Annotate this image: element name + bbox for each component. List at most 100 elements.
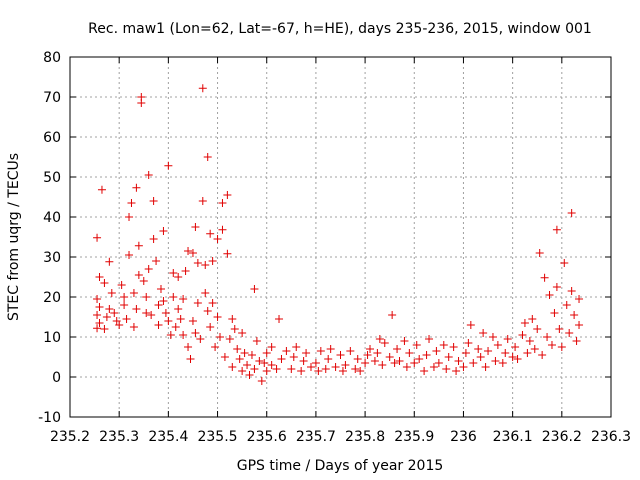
- data-point-marker: [267, 361, 276, 369]
- data-point-marker: [311, 359, 320, 367]
- data-point-marker: [302, 349, 311, 357]
- data-point-marker: [560, 259, 569, 267]
- data-point-marker: [287, 365, 296, 373]
- data-point-marker: [262, 349, 271, 357]
- y-tick-label: 80: [43, 50, 61, 66]
- data-point-marker: [252, 337, 261, 345]
- x-tick-label: 236.2: [542, 429, 582, 445]
- data-point-marker: [442, 365, 451, 373]
- data-point-marker: [378, 361, 387, 369]
- data-point-marker: [122, 315, 131, 323]
- data-point-marker: [247, 351, 256, 359]
- data-point-marker: [129, 323, 138, 331]
- x-axis-label: GPS time / Days of year 2015: [237, 458, 444, 474]
- data-point-marker: [336, 351, 345, 359]
- data-point-marker: [100, 325, 109, 333]
- data-point-marker: [117, 281, 126, 289]
- data-point-marker: [547, 341, 556, 349]
- plot-frame: [69, 56, 612, 418]
- data-point-marker: [395, 357, 404, 365]
- data-point-marker: [93, 311, 102, 319]
- data-point-marker: [144, 171, 153, 179]
- data-point-marker: [120, 293, 129, 301]
- data-point-marker: [95, 303, 104, 311]
- data-point-marker: [316, 347, 325, 355]
- data-point-marker: [188, 249, 197, 257]
- data-point-marker: [142, 293, 151, 301]
- data-point-marker: [137, 99, 146, 107]
- data-point-marker: [245, 371, 254, 379]
- data-point-marker: [570, 311, 579, 319]
- data-point-marker: [220, 353, 229, 361]
- x-tick-label: 235.9: [394, 429, 434, 445]
- data-point-marker: [120, 301, 129, 309]
- data-point-marker: [233, 345, 242, 353]
- data-point-marker: [223, 249, 232, 258]
- data-point-marker: [186, 355, 195, 363]
- x-tick-label: 235.4: [148, 429, 188, 445]
- data-point-marker: [213, 313, 222, 321]
- data-point-marker: [533, 325, 542, 333]
- y-tick-label: 40: [43, 210, 61, 226]
- data-point-marker: [321, 365, 330, 373]
- data-point-marker: [110, 309, 119, 317]
- data-point-marker: [129, 289, 138, 297]
- data-point-marker: [501, 349, 510, 357]
- data-point-marker: [459, 363, 468, 371]
- data-point-marker: [235, 355, 244, 363]
- data-point-marker: [156, 285, 165, 293]
- x-tick-label: 236.3: [591, 429, 631, 445]
- data-point-marker: [191, 329, 200, 337]
- data-point-marker: [356, 367, 365, 375]
- data-point-marker: [107, 289, 116, 297]
- x-tick-label: 235.5: [197, 429, 237, 445]
- data-point-marker: [493, 341, 502, 349]
- data-point-marker: [97, 185, 106, 194]
- data-point-marker: [412, 341, 421, 349]
- data-point-marker: [115, 321, 124, 329]
- data-point-marker: [105, 305, 114, 313]
- data-point-marker: [201, 289, 210, 297]
- data-point-marker: [179, 295, 188, 303]
- data-point-marker: [511, 343, 520, 351]
- x-tick-label: 236: [450, 429, 477, 445]
- data-point-marker: [95, 319, 104, 327]
- data-point-marker: [449, 343, 458, 351]
- data-point-marker: [255, 357, 264, 365]
- data-point-marker: [228, 315, 237, 323]
- data-point-marker: [93, 295, 102, 303]
- data-point-marker: [240, 349, 249, 357]
- chart-title: Rec. maw1 (Lon=62, Lat=-67, h=HE), days …: [88, 21, 592, 37]
- data-point-marker: [100, 279, 109, 287]
- data-point-marker: [484, 347, 493, 355]
- data-point-marker: [429, 363, 438, 371]
- data-point-marker: [169, 269, 178, 277]
- data-point-marker: [211, 343, 220, 351]
- y-tick-label: 50: [43, 170, 61, 186]
- data-point-marker: [260, 359, 269, 367]
- data-point-marker: [375, 335, 384, 343]
- data-point-marker: [400, 337, 409, 345]
- data-point-marker: [444, 353, 453, 361]
- data-point-marker: [503, 335, 512, 343]
- data-point-marker: [466, 321, 475, 329]
- data-point-marker: [95, 273, 104, 281]
- data-point-marker: [152, 257, 161, 265]
- data-point-marker: [538, 351, 547, 359]
- data-point-marker: [552, 283, 561, 291]
- data-point-marker: [201, 261, 210, 269]
- data-point-marker: [518, 331, 527, 339]
- data-point-marker: [562, 301, 571, 309]
- data-point-marker: [469, 359, 478, 367]
- data-point-marker: [366, 345, 375, 353]
- data-point-marker: [132, 183, 141, 192]
- data-point-marker: [292, 343, 301, 351]
- data-point-marker: [174, 305, 183, 313]
- data-point-marker: [267, 343, 276, 351]
- data-point-marker: [491, 357, 500, 365]
- data-point-marker: [525, 337, 534, 345]
- y-tick-label: 0: [52, 370, 61, 386]
- data-point-marker: [351, 365, 360, 373]
- data-point-marker: [402, 363, 411, 371]
